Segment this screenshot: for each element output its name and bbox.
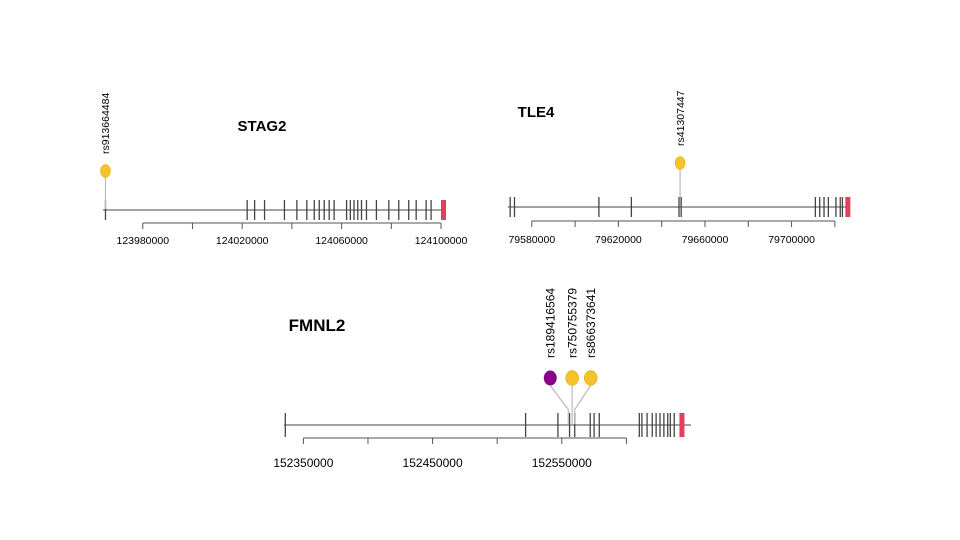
snp-label: rs750755379 [565,288,579,358]
tick-label: 152350000 [273,456,333,470]
terminal-exon-stag2 [441,200,447,220]
tick-label: 152450000 [403,456,463,470]
tick-label: 152550000 [532,456,592,470]
snp-label: rs913664484 [100,93,112,154]
snp-stem [549,385,569,424]
snp-marker [583,370,598,386]
snp-marker [565,370,579,386]
terminal-exon-tle4 [845,197,851,217]
snp-marker [100,164,111,178]
terminal-exon-fmnl2 [679,413,685,437]
gene-title-tle4: TLE4 [518,104,555,121]
snp-marker [543,370,557,386]
snp-stem [574,385,592,424]
snp-label: rs189416564 [543,288,557,358]
tick-label: 79620000 [595,234,642,246]
snp-label: rs866373641 [584,288,598,358]
gene-title-fmnl2: FMNL2 [289,316,346,335]
tick-label: 124100000 [415,235,468,247]
tick-label: 79660000 [682,234,729,246]
gene-title-stag2: STAG2 [238,118,287,135]
tick-label: 124020000 [216,235,269,247]
tick-label: 79700000 [768,234,815,246]
snp-marker [674,156,686,170]
tick-label: 79580000 [508,234,555,246]
tick-label: 123980000 [116,235,169,247]
snp-label: rs41307447 [675,90,687,146]
tick-label: 124060000 [315,235,368,247]
